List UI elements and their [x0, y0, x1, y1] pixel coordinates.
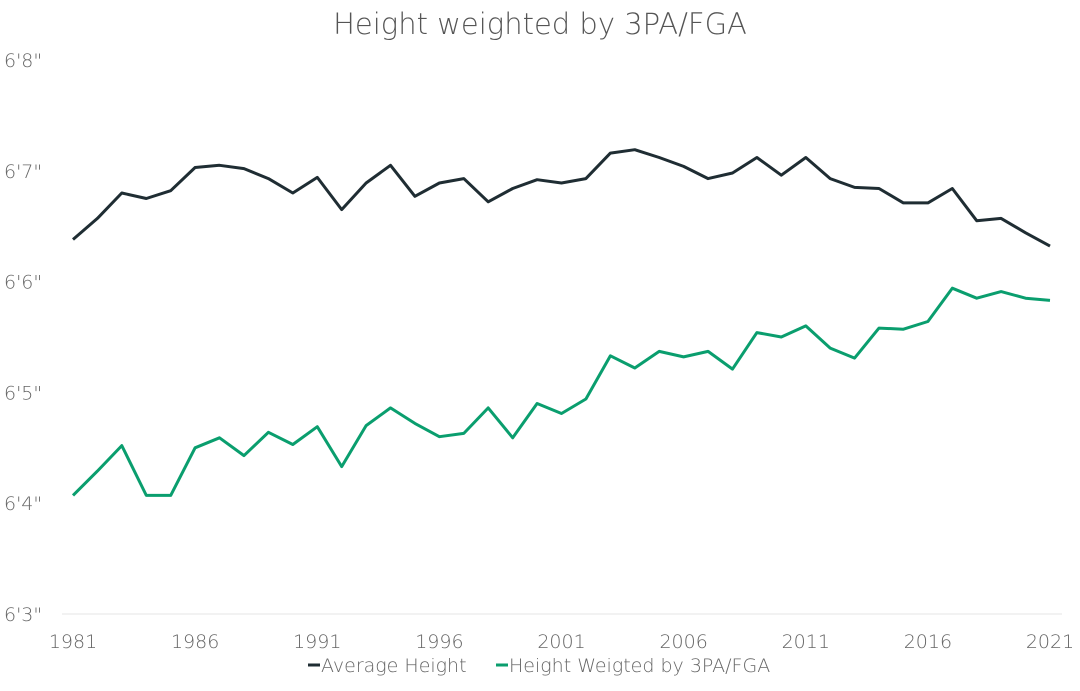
y-tick-label: 6'4" [4, 493, 42, 515]
x-tick-label: 2001 [537, 631, 585, 653]
legend: Average Height Height Weigted by 3PA/FGA [308, 655, 770, 677]
series-line-weighted-height [71, 286, 1051, 497]
series-line-average-height [72, 148, 1051, 248]
x-tick-label: 1996 [415, 631, 463, 653]
y-tick-label: 6'5" [4, 382, 42, 404]
x-tick-label: 2006 [659, 631, 707, 653]
y-tick-label: 6'7" [4, 161, 42, 183]
chart-title: Height weighted by 3PA/FGA [333, 7, 747, 41]
x-tick-label: 2016 [904, 631, 952, 653]
x-tick-label: 1981 [49, 631, 97, 653]
x-tick-label: 1986 [171, 631, 219, 653]
x-tick-label: 2021 [1026, 631, 1074, 653]
y-tick-label: 6'8" [4, 50, 42, 72]
y-tick-label: 6'3" [4, 604, 42, 626]
legend-label: Height Weigted by 3PA/FGA [509, 655, 770, 677]
y-tick-label: 6'6" [4, 272, 42, 294]
x-tick-label: 1991 [293, 631, 341, 653]
legend-label: Average Height [321, 655, 467, 677]
x-tick-label: 2011 [782, 631, 830, 653]
